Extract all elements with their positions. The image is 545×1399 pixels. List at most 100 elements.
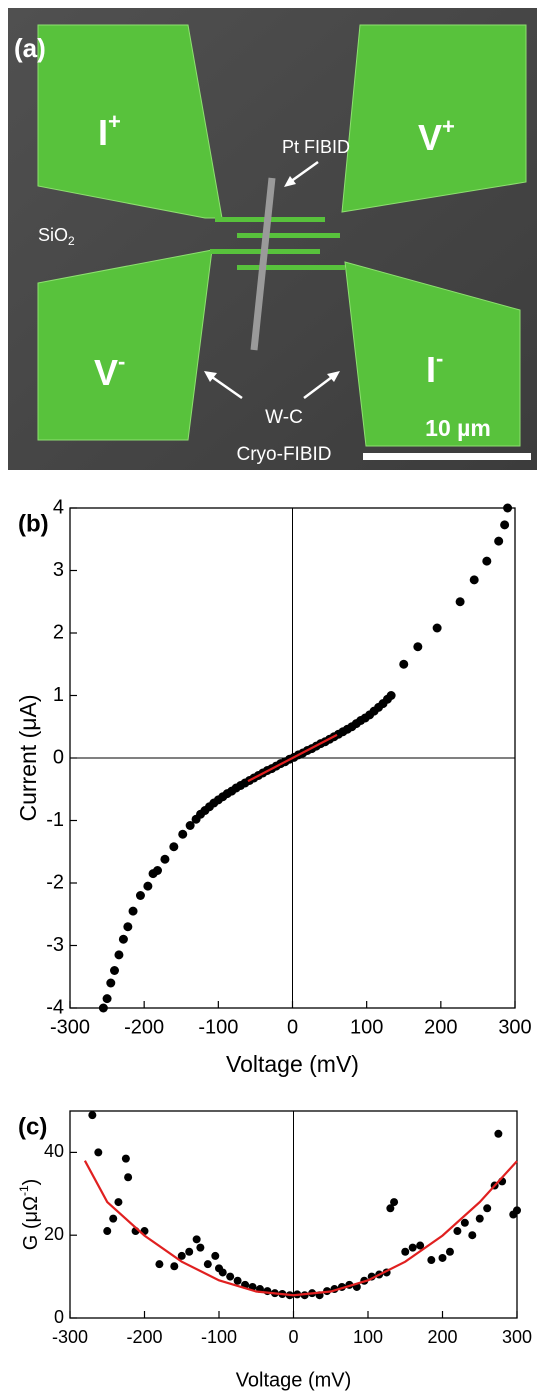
data-point [503, 503, 513, 513]
x-tick-label: 200 [427, 1327, 457, 1347]
pad [37, 249, 213, 441]
pad-name: V [418, 117, 442, 158]
panel-label: (c) [18, 1113, 47, 1140]
data-point [196, 1243, 205, 1252]
data-point [399, 659, 409, 669]
pad-name: V [94, 352, 118, 393]
data-point [455, 597, 465, 607]
pad-label: V+ [418, 114, 455, 158]
data-point [170, 1262, 179, 1271]
data-point [103, 1227, 112, 1236]
y-label-text: Current (μA) [15, 695, 41, 822]
y-tick-label: 0 [54, 1307, 64, 1327]
pad-label: V- [94, 349, 125, 393]
pt-wire [250, 177, 276, 351]
substrate-label: SiO2 [38, 225, 75, 248]
scale-bar [363, 453, 531, 460]
x-axis-label: Voltage (mV) [236, 1369, 352, 1391]
pad-sign: + [442, 114, 455, 139]
y-tick-label: 4 [53, 496, 64, 518]
data-point [178, 829, 188, 839]
pad-sign: - [118, 349, 125, 374]
x-tick-label: 0 [287, 1016, 298, 1038]
data-point [177, 1251, 186, 1260]
y-tick-label: 20 [44, 1224, 64, 1244]
pad-name: I [98, 112, 108, 153]
y-tick-label: -1 [46, 809, 64, 831]
data-point [468, 1231, 477, 1240]
data-point [390, 1198, 399, 1207]
panel-label: (a) [14, 33, 46, 63]
substrate: SiO [38, 225, 68, 245]
data-point [124, 1173, 133, 1182]
data-point [445, 1247, 454, 1256]
y-tick-label: 1 [53, 684, 64, 706]
data-point [155, 1260, 164, 1269]
y-label-close: ) [20, 1179, 42, 1186]
wire-label: Pt FIBID [282, 137, 350, 157]
data-point [123, 922, 133, 932]
data-point [453, 1227, 462, 1236]
panel-label: (b) [18, 510, 49, 537]
sem-image: (a) I+ V+ V- I- Pt FIBID SiO2 W-C Cryo-F… [8, 8, 537, 470]
data-point [469, 575, 479, 585]
data-point [153, 866, 163, 875]
data-point [438, 1253, 447, 1262]
y-tick-label: 2 [53, 621, 64, 643]
data-point [135, 891, 145, 900]
x-tick-label: -100 [201, 1327, 237, 1347]
y-axis-label: Current (μA) [15, 695, 41, 822]
data-point [102, 994, 112, 1004]
arrow [303, 376, 333, 399]
x-tick-label: -200 [126, 1327, 162, 1347]
x-tick-label: 300 [498, 1016, 531, 1038]
scale-bar-label: 10 µm [425, 415, 491, 441]
pad [344, 261, 521, 447]
plot-frame [69, 507, 516, 1009]
x-tick-label: -100 [198, 1016, 238, 1038]
y-label-text: G (μΩ [20, 1196, 42, 1250]
data-point [494, 536, 504, 546]
data-point [460, 1218, 469, 1227]
x-tick-label: -300 [50, 1016, 90, 1038]
pad-sign: - [436, 346, 443, 371]
data-point [128, 906, 138, 916]
data-point [114, 950, 124, 960]
y-label-sup: -1 [17, 1185, 31, 1196]
x-tick-label: 100 [353, 1327, 383, 1347]
data-point [110, 966, 119, 975]
data-point [169, 842, 179, 852]
x-tick-label: 0 [288, 1327, 298, 1347]
data-point [185, 821, 195, 830]
arrow [289, 160, 319, 184]
data-point [416, 1241, 425, 1250]
y-tick-label: 40 [44, 1141, 64, 1161]
data-point [386, 691, 396, 700]
data-point [432, 623, 442, 633]
y-tick-label: 0 [53, 746, 64, 768]
arrow-head [204, 371, 217, 382]
data-point [386, 1204, 395, 1213]
y-tick-label: 3 [53, 559, 64, 581]
y-axis-label: G (μΩ-1) [17, 1179, 42, 1251]
x-axis-label: Voltage (mV) [226, 1051, 359, 1077]
data-point [233, 1276, 242, 1285]
substrate-sub: 2 [68, 234, 75, 248]
x-tick-label: -300 [52, 1327, 88, 1347]
data-point [114, 1198, 123, 1207]
pad-sign: + [108, 109, 121, 134]
pad-name: I [426, 349, 436, 390]
data-point [483, 1204, 492, 1213]
data-point [482, 556, 492, 566]
fit-line [83, 1160, 518, 1297]
arrow-head [327, 371, 340, 382]
data-point [94, 1148, 103, 1157]
x-tick-label: -200 [124, 1016, 164, 1038]
finger [237, 265, 345, 270]
data-point [494, 1129, 503, 1138]
arrow-head [284, 176, 296, 187]
finger [237, 233, 340, 238]
data-point [513, 1206, 521, 1215]
